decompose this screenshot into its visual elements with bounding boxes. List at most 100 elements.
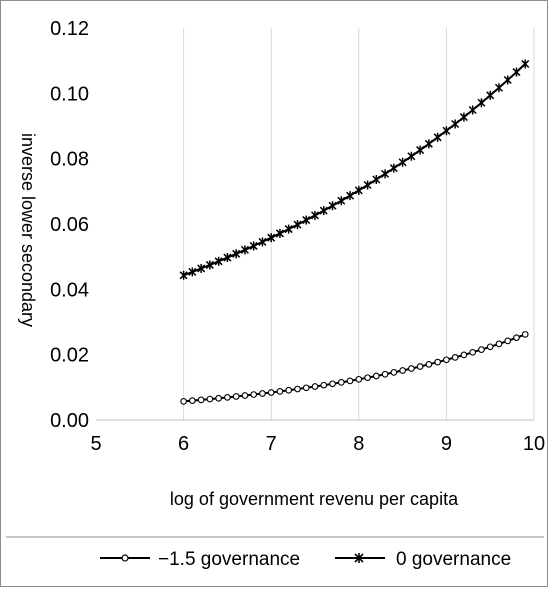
- data-point: [468, 105, 477, 115]
- x-tick-label: 6: [178, 433, 189, 455]
- data-point: [504, 337, 512, 345]
- data-point: [355, 375, 363, 383]
- data-point: [215, 394, 222, 402]
- series-layer: [179, 59, 530, 405]
- data-point: [267, 389, 275, 396]
- data-point: [459, 112, 468, 122]
- data-point: [329, 380, 336, 388]
- data-point: [398, 157, 407, 167]
- data-point: [275, 228, 284, 238]
- data-point: [381, 169, 390, 179]
- data-point: [302, 215, 311, 225]
- legend-circle-marker: [121, 554, 129, 562]
- x-tick-label: 8: [353, 433, 364, 455]
- data-point: [424, 139, 433, 149]
- data-point: [258, 237, 267, 247]
- data-point: [302, 384, 310, 392]
- x-axis-ticks: 5 6 7 8 9 10: [90, 433, 545, 455]
- data-point: [205, 260, 214, 270]
- data-point: [259, 390, 266, 397]
- x-tick-label: 7: [266, 433, 277, 455]
- data-point: [486, 90, 495, 100]
- y-axis-ticks: 0.00 0.02 0.04 0.06 0.08 0.10 0.12: [50, 18, 89, 432]
- data-point: [285, 386, 293, 394]
- series-line: [183, 63, 526, 277]
- data-point: [328, 201, 337, 211]
- data-point: [337, 379, 345, 386]
- data-point: [179, 270, 188, 280]
- series-1: [179, 59, 530, 280]
- data-point: [389, 163, 398, 173]
- x-tick-label: 9: [441, 433, 452, 455]
- y-axis-title: inverse lower secondary: [18, 133, 38, 327]
- data-point: [189, 397, 196, 404]
- data-point: [503, 75, 512, 85]
- legend-label-minus-1-5-governance: −1.5 governance: [158, 549, 300, 570]
- data-point: [469, 348, 477, 356]
- data-point: [416, 363, 424, 370]
- data-point: [232, 249, 241, 259]
- y-tick-label: 0.08: [50, 149, 89, 171]
- x-axis-title: log of government revenu per capita: [170, 489, 459, 509]
- y-tick-label: 0.12: [50, 18, 89, 40]
- data-point: [494, 83, 503, 93]
- data-point: [399, 367, 406, 374]
- legend-label-0-governance: 0 governance: [396, 549, 511, 570]
- series-0: [180, 331, 529, 405]
- data-point: [206, 395, 214, 403]
- data-point: [495, 340, 503, 348]
- data-point: [460, 351, 468, 359]
- data-point: [425, 360, 433, 368]
- x-gridlines: [183, 28, 535, 420]
- data-point: [293, 220, 302, 230]
- data-point: [451, 119, 460, 129]
- data-point: [364, 374, 371, 382]
- data-point: [512, 67, 521, 77]
- data-point: [372, 175, 381, 185]
- data-point: [433, 132, 442, 142]
- data-point: [276, 388, 284, 395]
- x-tick-label: 10: [523, 433, 545, 455]
- data-point: [407, 151, 416, 161]
- data-point: [232, 393, 240, 400]
- series-line: [183, 333, 526, 403]
- legend-item-0-governance: 0 governance: [335, 549, 511, 570]
- data-point: [241, 392, 249, 399]
- y-tick-label: 0.02: [50, 345, 89, 367]
- data-point: [240, 245, 249, 255]
- data-point: [443, 356, 450, 364]
- data-point: [434, 358, 441, 366]
- data-point: [416, 145, 425, 155]
- y-tick-label: 0.04: [50, 279, 89, 301]
- data-point: [180, 398, 187, 405]
- data-point: [521, 59, 530, 69]
- data-point: [477, 98, 486, 108]
- y-tick-label: 0.10: [50, 83, 89, 105]
- data-point: [214, 256, 223, 266]
- data-point: [319, 206, 328, 216]
- data-point: [197, 396, 205, 404]
- data-point: [363, 180, 372, 190]
- data-point: [250, 391, 258, 398]
- data-point: [408, 365, 415, 372]
- data-point: [267, 233, 276, 243]
- data-point: [337, 196, 346, 206]
- data-point: [381, 370, 389, 378]
- data-point: [372, 372, 380, 380]
- data-point: [249, 241, 258, 251]
- data-point: [311, 383, 319, 390]
- data-point: [354, 185, 363, 195]
- data-point: [284, 224, 293, 234]
- data-point: [451, 354, 459, 361]
- data-point: [294, 385, 301, 393]
- data-point: [188, 267, 197, 277]
- data-point: [310, 210, 320, 220]
- data-point: [197, 263, 206, 273]
- data-point: [320, 381, 328, 389]
- legend-asterisk-marker: [354, 553, 364, 563]
- data-point: [486, 343, 494, 351]
- data-point: [346, 191, 355, 201]
- y-tick-label: 0.00: [50, 410, 89, 432]
